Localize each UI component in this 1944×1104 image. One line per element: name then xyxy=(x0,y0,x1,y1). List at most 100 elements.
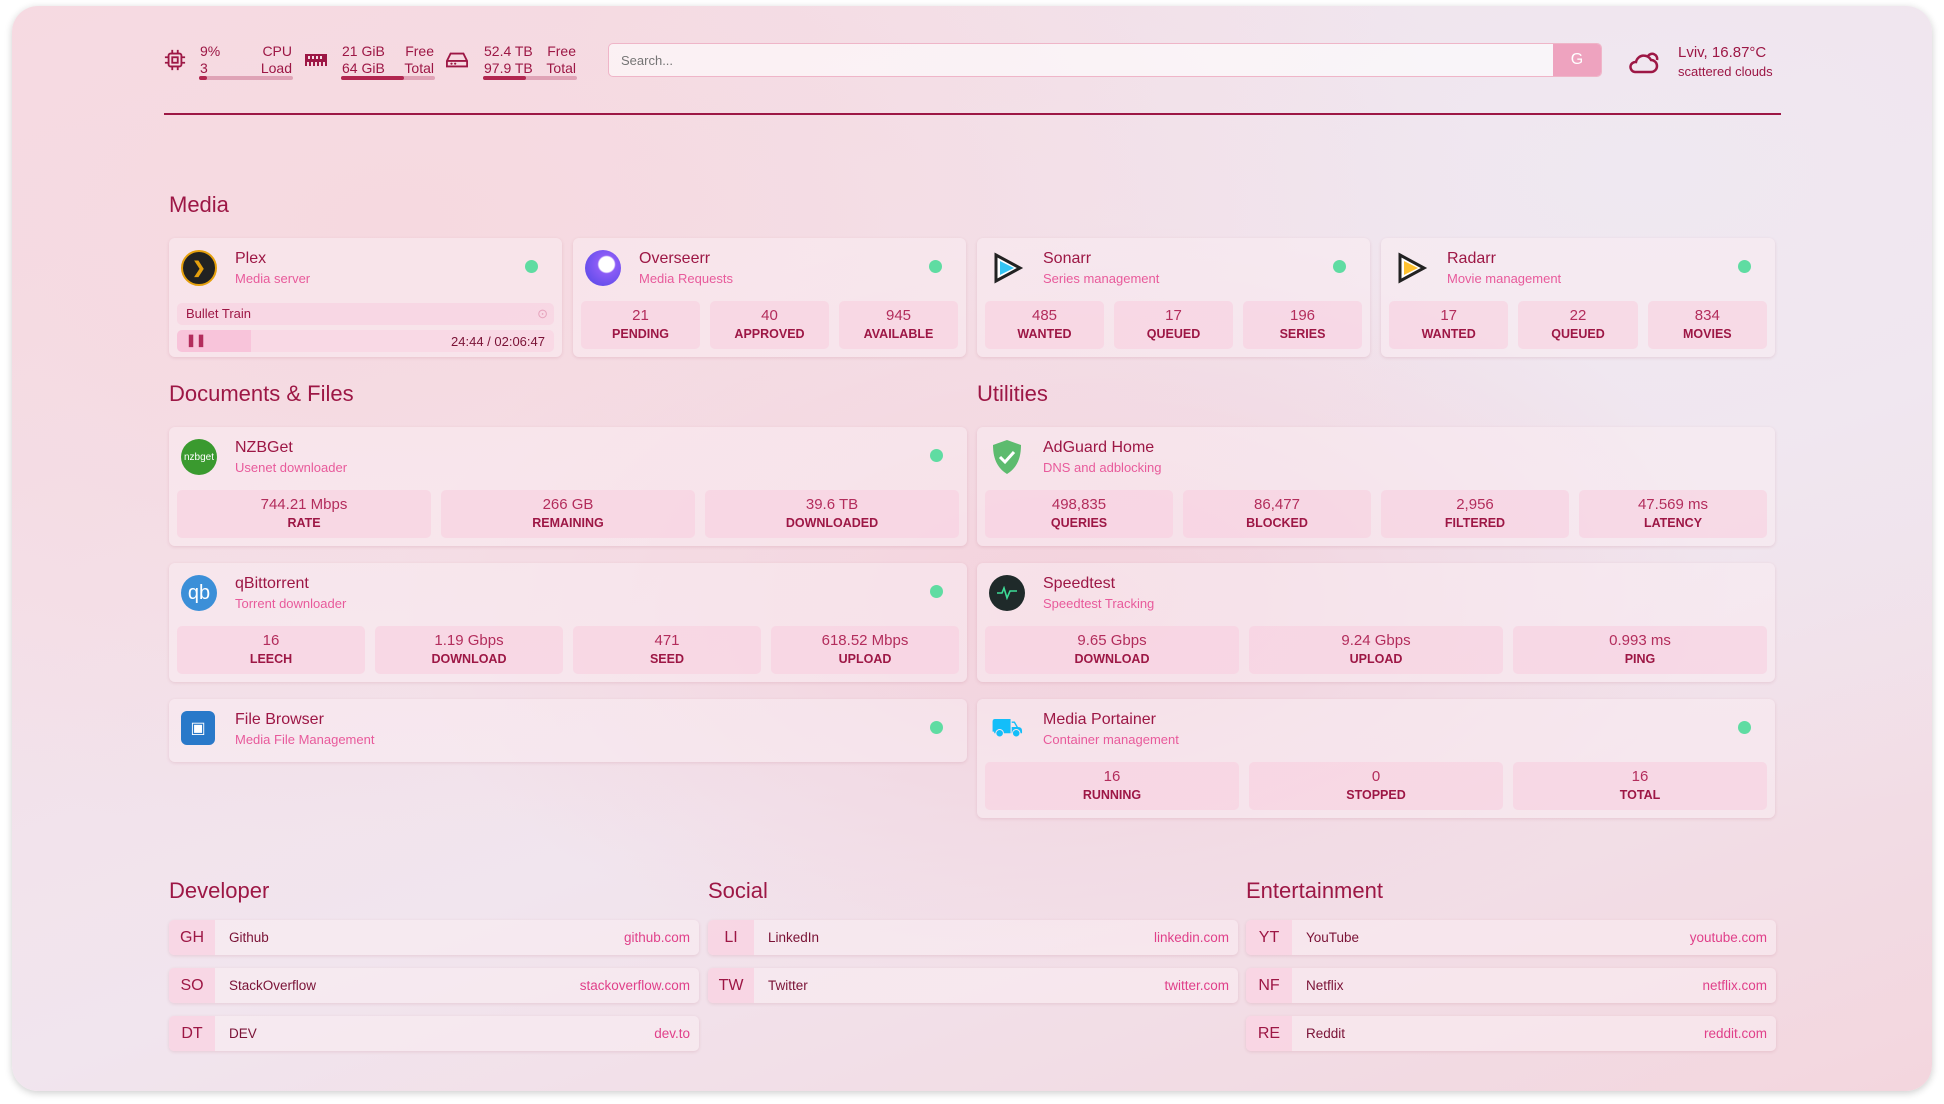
stat-wanted: 485 WANTED xyxy=(985,301,1104,349)
stat-label: SERIES xyxy=(1279,327,1326,341)
stat-value: 618.52 Mbps xyxy=(821,632,909,649)
stat-value: 0 xyxy=(1371,768,1381,785)
stat-value: 2,956 xyxy=(1456,496,1494,513)
service-stats: 744.21 Mbps RATE 266 GB REMAINING 39.6 TB DOW… xyxy=(177,490,959,538)
stat-downloaded: 39.6 TB DOWNLOADED xyxy=(705,490,959,538)
bookmark-twitter[interactable]: TW Twitter twitter.com xyxy=(708,968,1238,1003)
cpu-icon xyxy=(164,49,186,71)
service-description: Torrent downloader xyxy=(235,596,347,611)
bookmark-abbr: TW xyxy=(708,968,754,1003)
bookmark-abbr: RE xyxy=(1246,1016,1292,1051)
stat-ping: 0.993 ms PING xyxy=(1513,626,1767,674)
service-card-radarr[interactable]: Radarr Movie management 17 WANTED 22 QUEUED… xyxy=(1381,238,1775,357)
stat-movies: 834 MOVIES xyxy=(1647,301,1767,349)
service-name: Radarr xyxy=(1447,250,1496,267)
stat-leech: 16 LEECH xyxy=(177,626,365,674)
service-card-qbittorrent[interactable]: qb qBittorrent Torrent downloader 16 LEEC… xyxy=(169,563,967,682)
status-dot xyxy=(930,721,943,734)
stat-value: 0.993 ms xyxy=(1609,632,1671,649)
bookmark-github[interactable]: GH Github github.com xyxy=(169,920,699,955)
service-name: Sonarr xyxy=(1043,250,1092,267)
bookmark-url[interactable]: reddit.com xyxy=(1703,1026,1767,1041)
stat-approved: 40 APPROVED xyxy=(710,301,829,349)
disk-bar xyxy=(483,76,577,80)
service-card-portainer[interactable]: ⛟ Media Portainer Container management 1… xyxy=(977,699,1775,818)
stat-remaining: 266 GB REMAINING xyxy=(441,490,695,538)
bookmark-url[interactable]: twitter.com xyxy=(1164,978,1229,993)
stat-value: 17 xyxy=(1165,307,1182,324)
bookmark-name: StackOverflow xyxy=(229,978,317,993)
pause-icon[interactable]: ❚❚ xyxy=(186,333,207,347)
bookmark-url[interactable]: stackoverflow.com xyxy=(579,978,690,993)
service-name: NZBGet xyxy=(235,439,293,456)
stat-download: 1.19 Gbps DOWNLOAD xyxy=(375,626,563,674)
service-card-nzbget[interactable]: nzbget NZBGet Usenet downloader 744.21 M… xyxy=(169,427,967,546)
service-stats: 485 WANTED 17 QUEUED 196 SERIES xyxy=(985,301,1362,349)
stat-label: SEED xyxy=(649,652,685,666)
bookmark-name: Reddit xyxy=(1306,1026,1346,1041)
service-description: Media Requests xyxy=(639,271,733,286)
group-title-developer: Developer xyxy=(169,878,270,903)
stat-label: FILTERED xyxy=(1444,516,1506,530)
stat-value: 9.24 Gbps xyxy=(1341,632,1411,649)
bookmark-linkedin[interactable]: LI LinkedIn linkedin.com xyxy=(708,920,1238,955)
playback-progress[interactable]: ❚❚ 24:44 / 02:06:47 xyxy=(177,330,554,352)
service-description: Series management xyxy=(1043,271,1160,286)
service-card-plex[interactable]: ❯ Plex Media server Bullet Train ⊙ ❚❚ 24:… xyxy=(169,238,562,357)
search-box: G xyxy=(608,43,1602,77)
bookmark-url[interactable]: linkedin.com xyxy=(1153,930,1229,945)
stat-label: LATENCY xyxy=(1643,516,1703,530)
stat-value: 9.65 Gbps xyxy=(1077,632,1147,649)
group-title-social: Social xyxy=(708,878,768,903)
bookmark-name: Github xyxy=(229,930,269,945)
bookmark-stackoverflow[interactable]: SO StackOverflow stackoverflow.com xyxy=(169,968,699,1003)
bookmark-abbr: YT xyxy=(1246,920,1292,955)
stat-value: 22 xyxy=(1569,307,1587,324)
group-title-documents: Documents & Files xyxy=(169,381,354,406)
qbittorrent-icon: qb xyxy=(181,575,217,611)
bookmark-dev[interactable]: DT DEV dev.to xyxy=(169,1016,699,1051)
dashboard: 9% CPU 3 Load 21 GiB Free 64 GiB Total 5… xyxy=(12,6,1932,1091)
stat-value: 744.21 Mbps xyxy=(260,496,348,513)
bookmark-name: DEV xyxy=(229,1026,257,1041)
bookmark-reddit[interactable]: RE Reddit reddit.com xyxy=(1246,1016,1776,1051)
service-card-overseerr[interactable]: Overseerr Media Requests 21 PENDING 40 APPR… xyxy=(573,238,966,357)
stat-label: QUEUED xyxy=(1146,327,1201,341)
bookmark-url[interactable]: netflix.com xyxy=(1702,978,1767,993)
search-provider-button[interactable]: G xyxy=(1553,44,1601,76)
stat-label: QUERIES xyxy=(1050,516,1108,530)
service-card-sonarr[interactable]: Sonarr Series management 485 WANTED 17 QUEU… xyxy=(977,238,1370,357)
disk-free-label: Free xyxy=(547,43,576,59)
stat-queued: 17 QUEUED xyxy=(1114,301,1233,349)
sonarr-icon xyxy=(989,250,1025,286)
service-card-adguard[interactable]: AdGuard Home DNS and adblocking 498,835 Q… xyxy=(977,427,1775,546)
cpu-load-value: 3 xyxy=(200,60,208,76)
stat-label: PING xyxy=(1624,652,1656,666)
service-description: Movie management xyxy=(1447,271,1562,286)
service-card-speedtest[interactable]: Speedtest Speedtest Tracking 9.65 Gbps DO… xyxy=(977,563,1775,682)
stat-label: DOWNLOAD xyxy=(431,652,507,666)
bookmark-url[interactable]: github.com xyxy=(623,930,690,945)
stat-label: PENDING xyxy=(612,327,669,341)
bookmark-url[interactable]: dev.to xyxy=(654,1026,690,1041)
stat-running: 16 RUNNING xyxy=(985,762,1239,810)
status-dot xyxy=(525,260,538,273)
search-input[interactable] xyxy=(609,44,1553,76)
bookmark-url[interactable]: youtube.com xyxy=(1689,930,1767,945)
stat-label: TOTAL xyxy=(1619,788,1661,802)
stat-value: 945 xyxy=(885,307,912,324)
service-description: Media server xyxy=(235,271,311,286)
stat-label: AVAILABLE xyxy=(863,327,934,341)
stat-rate: 744.21 Mbps RATE xyxy=(177,490,431,538)
speedtest-icon xyxy=(989,575,1025,611)
bookmark-youtube[interactable]: YT YouTube youtube.com xyxy=(1246,920,1776,955)
stat-upload: 618.52 Mbps UPLOAD xyxy=(771,626,959,674)
bookmark-netflix[interactable]: NF Netflix netflix.com xyxy=(1246,968,1776,1003)
stat-filtered: 2,956 FILTERED xyxy=(1381,490,1569,538)
stat-value: 1.19 Gbps xyxy=(434,632,504,649)
stat-label: QUEUED xyxy=(1551,327,1605,341)
stat-value: 21 xyxy=(632,307,649,324)
stat-wanted: 17 WANTED xyxy=(1389,301,1509,349)
stat-label: LEECH xyxy=(249,652,293,666)
service-card-filebrowser[interactable]: ▣ File Browser Media File Management xyxy=(169,699,967,762)
